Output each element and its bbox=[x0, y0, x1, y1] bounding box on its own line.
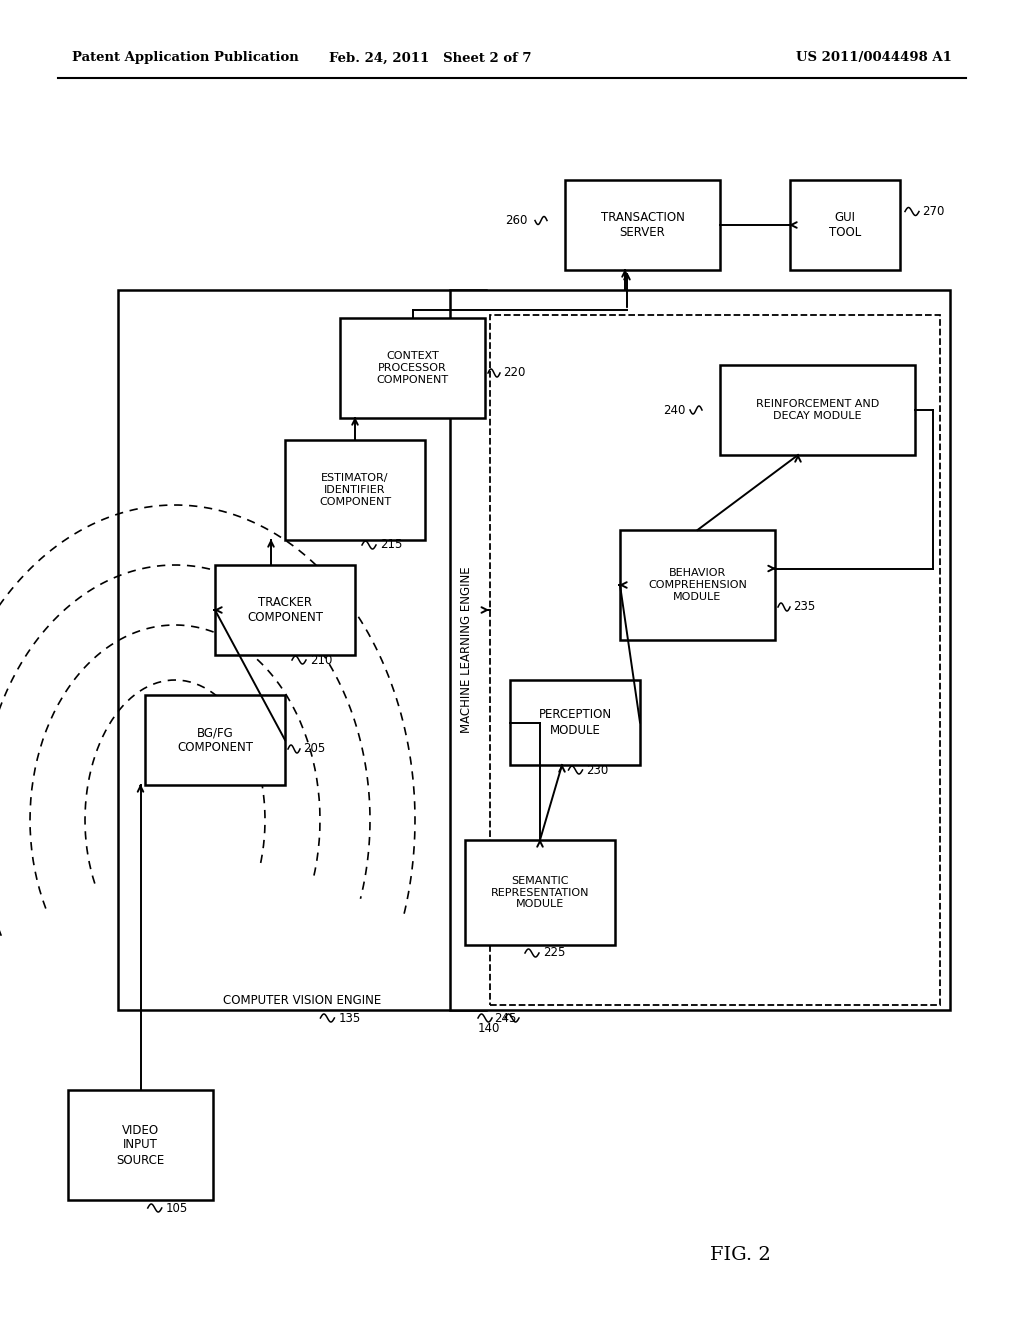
Bar bbox=[118, 290, 486, 1010]
Bar bbox=[510, 680, 640, 766]
Text: TRACKER
COMPONENT: TRACKER COMPONENT bbox=[247, 597, 323, 624]
Text: VIDEO
INPUT
SOURCE: VIDEO INPUT SOURCE bbox=[117, 1123, 165, 1167]
Text: BEHAVIOR
COMPREHENSION
MODULE: BEHAVIOR COMPREHENSION MODULE bbox=[648, 569, 746, 602]
Text: REINFORCEMENT AND
DECAY MODULE: REINFORCEMENT AND DECAY MODULE bbox=[756, 399, 880, 421]
Text: SEMANTIC
REPRESENTATION
MODULE: SEMANTIC REPRESENTATION MODULE bbox=[490, 876, 589, 909]
Text: FIG. 2: FIG. 2 bbox=[710, 1246, 770, 1265]
Text: 240: 240 bbox=[663, 404, 685, 417]
Bar bbox=[490, 315, 940, 1005]
Bar bbox=[285, 440, 425, 540]
Text: ESTIMATOR/
IDENTIFIER
COMPONENT: ESTIMATOR/ IDENTIFIER COMPONENT bbox=[318, 474, 391, 507]
Text: 270: 270 bbox=[922, 205, 944, 218]
Text: 230: 230 bbox=[587, 763, 608, 776]
Text: US 2011/0044498 A1: US 2011/0044498 A1 bbox=[796, 51, 952, 65]
Text: GUI
TOOL: GUI TOOL bbox=[828, 211, 861, 239]
Bar bbox=[450, 290, 950, 1010]
Text: 260: 260 bbox=[505, 214, 527, 227]
Text: Feb. 24, 2011   Sheet 2 of 7: Feb. 24, 2011 Sheet 2 of 7 bbox=[329, 51, 531, 65]
Bar bbox=[68, 1090, 213, 1200]
Text: 245: 245 bbox=[494, 1011, 516, 1024]
Text: 215: 215 bbox=[380, 539, 402, 552]
Bar bbox=[465, 840, 615, 945]
Text: MACHINE LEARNING ENGINE: MACHINE LEARNING ENGINE bbox=[460, 566, 472, 734]
Text: 225: 225 bbox=[543, 946, 565, 960]
Text: COMPUTER VISION ENGINE: COMPUTER VISION ENGINE bbox=[223, 994, 381, 1006]
Text: 135: 135 bbox=[338, 1011, 360, 1024]
Bar bbox=[620, 531, 775, 640]
Text: 220: 220 bbox=[503, 367, 525, 380]
Text: TRANSACTION
SERVER: TRANSACTION SERVER bbox=[600, 211, 684, 239]
Text: 235: 235 bbox=[793, 601, 815, 614]
Bar bbox=[565, 180, 720, 271]
Text: 210: 210 bbox=[310, 653, 333, 667]
Bar bbox=[340, 318, 485, 418]
Text: PERCEPTION
MODULE: PERCEPTION MODULE bbox=[539, 709, 611, 737]
Text: 140: 140 bbox=[478, 1022, 501, 1035]
Text: 205: 205 bbox=[303, 742, 326, 755]
Text: 105: 105 bbox=[166, 1201, 188, 1214]
Text: CONTEXT
PROCESSOR
COMPONENT: CONTEXT PROCESSOR COMPONENT bbox=[377, 351, 449, 384]
Text: BG/FG
COMPONENT: BG/FG COMPONENT bbox=[177, 726, 253, 754]
Bar bbox=[790, 180, 900, 271]
Bar bbox=[145, 696, 285, 785]
Text: Patent Application Publication: Patent Application Publication bbox=[72, 51, 299, 65]
Bar bbox=[215, 565, 355, 655]
Bar bbox=[720, 366, 915, 455]
